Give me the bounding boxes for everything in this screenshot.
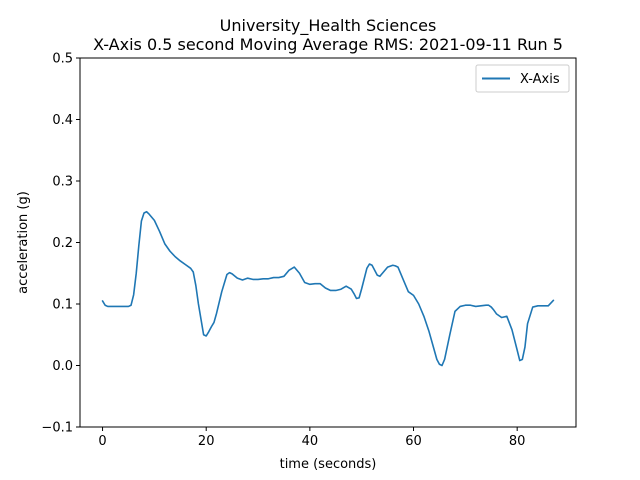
- x-axis-ticks: 0 20 40 60 80: [98, 427, 525, 449]
- y-tick-label: 0.5: [52, 52, 73, 67]
- legend-label-x-axis: X-Axis: [520, 72, 560, 87]
- y-tick-label: 0.2: [52, 236, 73, 251]
- x-tick-label: 80: [509, 434, 526, 449]
- chart-subtitle: X-Axis 0.5 second Moving Average RMS: 20…: [93, 35, 563, 54]
- series-line-x-axis: [101, 210, 555, 367]
- series-layer: [101, 210, 555, 367]
- y-tick-label: −0.1: [41, 421, 73, 436]
- y-tick-label: 0.3: [52, 175, 73, 190]
- legend: X-Axis: [475, 64, 570, 93]
- x-tick-label: 0: [98, 434, 106, 449]
- legend-box: [475, 64, 570, 93]
- y-tick-label: 0.1: [52, 298, 73, 313]
- x-axis-label: time (seconds): [280, 457, 377, 472]
- y-axis-ticks: −0.1 0.0 0.1 0.2 0.3 0.4 0.5: [41, 52, 80, 436]
- y-tick-label: 0.0: [52, 359, 73, 374]
- chart-title: University_Health Sciences: [220, 16, 437, 36]
- x-tick-label: 20: [198, 434, 215, 449]
- y-tick-label: 0.4: [52, 113, 73, 128]
- y-axis-label: acceleration (g): [16, 191, 31, 294]
- x-tick-label: 40: [302, 434, 319, 449]
- x-tick-label: 60: [405, 434, 422, 449]
